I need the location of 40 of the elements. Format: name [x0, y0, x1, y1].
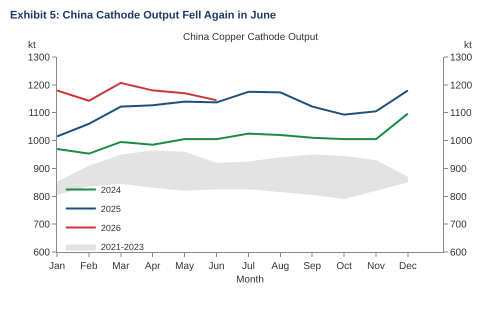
x-tick-label: Dec	[399, 261, 417, 272]
y-tick-label: 900	[33, 164, 50, 175]
x-tick-label: Aug	[271, 261, 290, 272]
legend-label: 2021-2023	[100, 242, 144, 252]
y2-tick-label: 1000	[450, 136, 473, 148]
y-tick-label: 800	[33, 192, 50, 203]
y2-tick-label: 700	[450, 220, 468, 231]
y-tick-label: 1300	[28, 52, 50, 64]
x-tick-label: Mar	[112, 261, 130, 272]
y2-tick-label: 1200	[450, 80, 473, 92]
y2-tick-label: 900	[450, 164, 468, 175]
y-tick-label: 600	[33, 248, 50, 258]
legend-label: 2026	[100, 222, 121, 233]
x-tick-label: Apr	[144, 261, 162, 272]
x-tick-label: May	[175, 261, 194, 272]
y2-tick-label: 600	[450, 248, 468, 258]
x-axis-title: Month	[236, 274, 264, 286]
y-tick-label: 1000	[28, 136, 50, 148]
y2-tick-label: 1100	[450, 108, 472, 120]
x-tick-label: Jan	[48, 261, 66, 272]
x-tick-label: Feb	[80, 261, 98, 272]
y-axis-title: kt	[28, 40, 36, 51]
legend-label: 2025	[100, 204, 121, 214]
chart-title: Exhibit 5: China Cathode Output Fell Again in June	[10, 10, 276, 22]
y-tick-label: 1200	[28, 80, 50, 92]
legend-label: 2024	[100, 184, 121, 195]
line-series	[57, 89, 409, 138]
y2-tick-label: 800	[450, 192, 468, 203]
y2-tick-label: 1300	[450, 52, 473, 64]
x-tick-label: Sep	[303, 261, 322, 272]
x-tick-label: Jun	[208, 261, 225, 272]
y2-axis-title: kt	[464, 40, 472, 51]
x-tick-label: Jul	[242, 261, 255, 272]
line-series	[57, 112, 409, 155]
x-tick-label: Nov	[367, 261, 385, 272]
x-tick-label: Oct	[336, 261, 352, 272]
y-tick-label: 1100	[28, 108, 50, 120]
y-tick-label: 700	[33, 220, 50, 231]
line-series	[57, 82, 218, 102]
chart-subtitle: China Copper Cathode Output	[183, 32, 318, 43]
